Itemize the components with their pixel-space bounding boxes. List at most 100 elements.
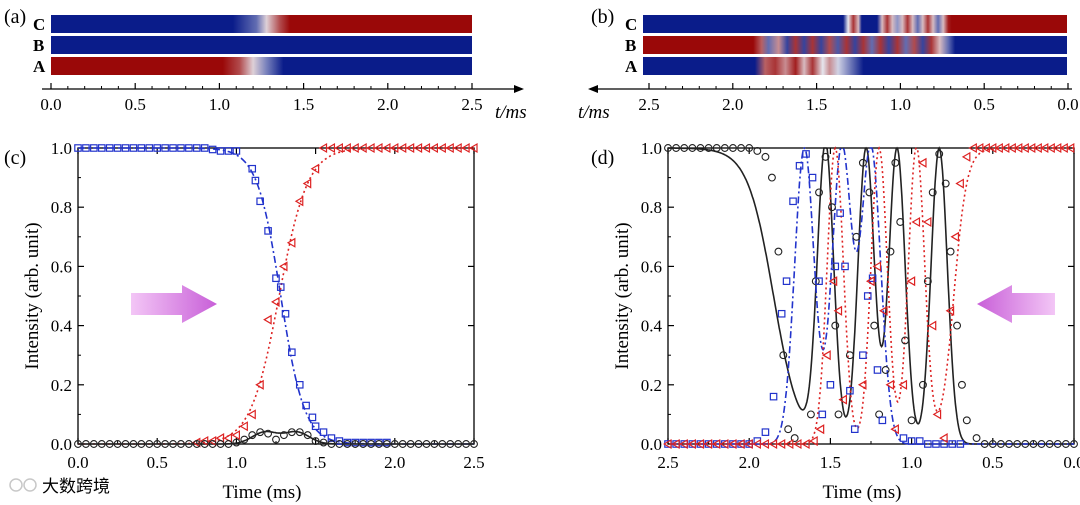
marker-triangle-c [294, 196, 304, 207]
marker-circle-b [81, 440, 90, 448]
marker-triangle-c [885, 379, 895, 390]
panel-a-heatmap: (a) C B A 0.0 0.5 1.0 1.5 2.0 2.5 t/ms [4, 6, 527, 123]
time-tick-label: 2.0 [722, 95, 743, 114]
marker-circle-b [295, 428, 304, 437]
marker-square-a [276, 283, 285, 291]
marker-square-a [795, 161, 804, 170]
marker-circle-b [831, 321, 840, 330]
marker-square-a [169, 144, 177, 152]
marker-circle-b [672, 144, 681, 152]
marker-circle-b [137, 440, 146, 448]
marker-square-a [769, 392, 778, 401]
time-tick-label: 2.5 [638, 95, 659, 114]
marker-triangle-c [955, 178, 964, 189]
marker-square-a [802, 150, 810, 158]
marker-circle-b [886, 247, 895, 256]
fit-line-b [78, 430, 474, 445]
marker-square-a [264, 227, 272, 235]
marker-square-a [327, 434, 336, 442]
time-arrowhead-b [588, 85, 598, 93]
marker-triangle-c [927, 320, 937, 331]
marker-square-a [956, 440, 965, 448]
marker-triangle-c [271, 296, 280, 307]
marker-circle-b [224, 440, 233, 448]
propagation-arrow-left [977, 285, 1055, 323]
panel-c-plot: (c) 0.0 0.5 1.0 1.5 2.0 2.5 0.0 0.2 0.4 0.6 0.8 1.0… [4, 139, 485, 503]
x-tick-label: 1.5 [820, 453, 841, 472]
y-axis-label-d: Intensity (arb. unit) [612, 222, 633, 369]
marker-square-a [311, 422, 320, 431]
marker-triangle-c [833, 305, 843, 316]
marker-square-a [899, 434, 908, 442]
y-tick-label: 0.6 [641, 257, 662, 276]
marker-square-a [859, 351, 867, 360]
y-tick-label: 0.0 [641, 435, 662, 454]
heatmap-row-a [51, 57, 472, 75]
marker-circle-b [311, 437, 320, 445]
marker-square-a [850, 425, 859, 434]
marker-square-a [97, 144, 106, 152]
marker-square-a [761, 428, 770, 436]
marker-circle-b [192, 440, 201, 448]
marker-circle-b [980, 440, 989, 448]
marker-triangle-c [950, 231, 960, 242]
marker-circle-b [845, 351, 854, 360]
marker-triangle-c [932, 409, 942, 420]
marker-square-a [145, 144, 154, 152]
marker-circle-b [359, 440, 368, 448]
marker-circle-b [145, 440, 154, 448]
marker-triangle-c [679, 438, 688, 450]
marker-circle-b [988, 440, 997, 448]
marker-square-a [782, 277, 791, 286]
y-tick-label: 0.4 [641, 317, 663, 336]
marker-circle-b [398, 440, 407, 448]
marker-circle-b [891, 158, 900, 167]
row-label-a-c: C [33, 15, 45, 34]
marker-circle-b [74, 440, 82, 448]
marker-circle-b [208, 440, 217, 448]
marker-triangle-c [302, 178, 312, 189]
marker-circle-b [946, 247, 955, 256]
marker-triangle-c [879, 305, 888, 316]
marker-triangle-c [744, 438, 753, 450]
marker-triangle-c [719, 438, 729, 450]
row-label-b-b: B [625, 36, 636, 55]
time-axis-label-a: t/ms [495, 102, 527, 123]
marker-circle-b [382, 440, 391, 448]
marker-circle-b [745, 144, 754, 152]
marker-circle-b [761, 152, 770, 161]
x-axis-label-c: Time (ms) [222, 482, 301, 503]
marker-triangle-c [286, 237, 296, 248]
time-ticks-b: 2.5 2.0 1.5 1.0 0.5 0.0 [638, 83, 1079, 114]
marker-circle-b [287, 428, 296, 437]
marker-circle-b [881, 366, 890, 374]
marker-circle-b [680, 144, 689, 152]
marker-triangle-c [727, 438, 737, 450]
marker-square-a [200, 144, 209, 152]
heatmap-row-b [643, 36, 1067, 54]
row-label-b-c: C [625, 15, 637, 34]
marker-triangle-c [671, 438, 680, 450]
marker-square-a [777, 309, 786, 318]
marker-triangle-c [784, 438, 794, 450]
marker-circle-b [834, 410, 843, 419]
watermark-logo-icon [9, 478, 23, 492]
marker-square-a [224, 147, 233, 155]
panel-label-a: (a) [4, 6, 26, 28]
row-label-a-b: B [33, 36, 44, 55]
marker-circle-b [767, 173, 776, 182]
axis-ticks-c: 0.0 0.5 1.0 1.5 2.0 2.5 0.0 0.2 0.4 0.6 0.8 1.0 [51, 139, 485, 472]
marker-square-a [74, 144, 82, 152]
x-tick-label: 0.5 [147, 453, 168, 472]
time-tick-label: 1.5 [806, 95, 827, 114]
time-axis-label-b: t/ms [578, 102, 610, 123]
marker-circle-b [129, 440, 138, 448]
marker-triangle-c [801, 438, 810, 450]
marker-square-a [90, 144, 98, 152]
marker-square-a [281, 309, 290, 318]
marker-square-a [295, 381, 304, 389]
x-axis-label-d: Time (ms) [822, 482, 901, 503]
marker-circle-b [664, 144, 672, 152]
marker-triangle-c [906, 276, 916, 287]
